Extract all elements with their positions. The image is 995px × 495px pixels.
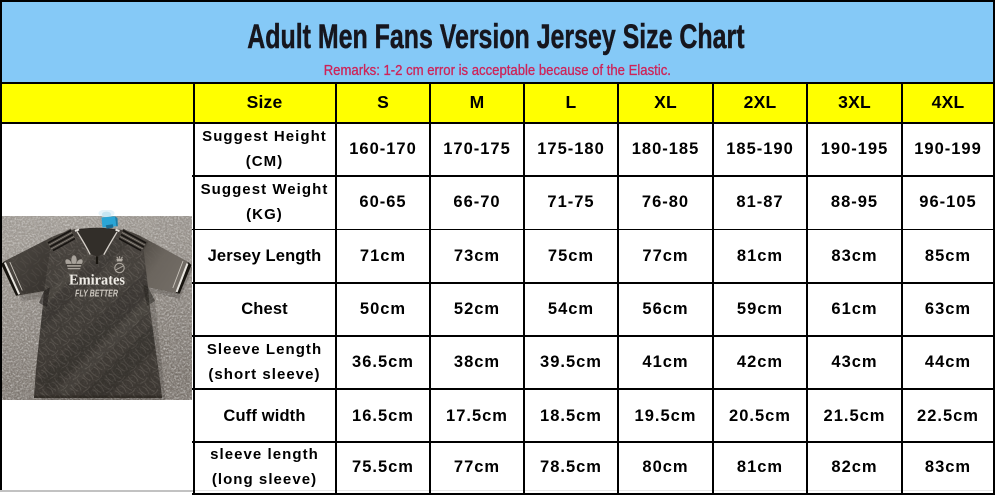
svg-text:Emirates: Emirates xyxy=(69,273,125,289)
svg-text:FLY BETTER: FLY BETTER xyxy=(75,289,119,300)
